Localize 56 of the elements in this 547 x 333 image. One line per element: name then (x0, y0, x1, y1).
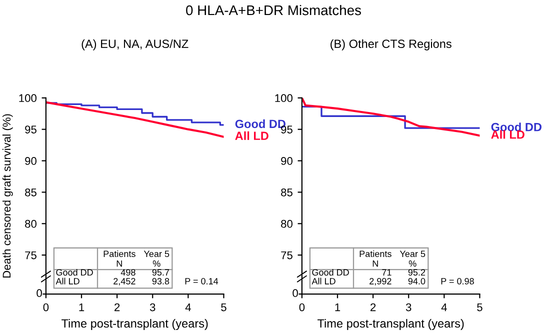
annotation: 94.0 (408, 278, 426, 284)
x-tick-label: 3 (406, 303, 412, 312)
text: 0 (292, 289, 298, 298)
x-tick-label: 3 (150, 303, 156, 312)
annotation: Patients N (360, 250, 392, 267)
x-axis-title: Time post-transplant (years) (62, 318, 208, 330)
x-tick-label: 4 (441, 303, 447, 312)
line-series (302, 98, 480, 137)
series-label: All LD (491, 130, 524, 139)
x-tick-label: 2 (370, 303, 376, 312)
y-tick-label: 95 (281, 126, 292, 134)
line-series (46, 101, 224, 138)
x-axis-title: Time post-transplant (years) (318, 318, 464, 330)
annotation: Year 5 % (400, 250, 426, 267)
y-tick-label: 85 (25, 188, 36, 196)
y-tick-label: 95 (25, 126, 36, 134)
series-label: All LD (235, 131, 268, 140)
y-tick-label: 90 (281, 157, 292, 165)
annotation: 95.2 (408, 269, 426, 276)
annotation: All LD (56, 278, 80, 284)
y-tick-label: 100 (275, 94, 292, 102)
y-tick-label: 90 (25, 157, 36, 165)
y-tick-label: 75 (25, 251, 36, 260)
annotation: 498 (120, 269, 136, 276)
y-tick-label: 75 (281, 251, 292, 260)
series-label: Good DD (491, 122, 542, 132)
x-tick-label: 1 (79, 303, 84, 312)
annotation: P = 0.14 (185, 278, 218, 284)
annotation: Patients N (104, 250, 136, 267)
y-tick-label: 85 (281, 188, 292, 196)
annotation: Good DD (56, 268, 93, 276)
x-tick-label: 5 (477, 303, 482, 312)
x-tick-label: 0 (43, 303, 49, 312)
y-tick-label: 100 (19, 94, 36, 102)
x-tick-label: 2 (114, 303, 120, 312)
annotation: 71 (382, 269, 392, 276)
chart-subtitle: (A) EU, NA, AUS/NZ (82, 39, 188, 50)
annotation: Good DD (312, 268, 349, 276)
x-tick-label: 5 (221, 303, 226, 312)
annotation: Year 5 % (144, 250, 170, 267)
x-tick-label: 1 (335, 303, 340, 312)
text: 0 HLA-A+B+DR Mismatches (186, 4, 361, 16)
annotation: 95.7 (152, 269, 170, 276)
y-axis-title: Death censored graft survival (%) (2, 114, 13, 278)
annotation: 2,992 (370, 278, 392, 286)
chart-subtitle: (B) Other CTS Regions (330, 39, 452, 50)
annotation: 2,452 (114, 278, 136, 286)
x-tick-label: 4 (185, 303, 191, 312)
y-tick-label: 80 (25, 220, 36, 228)
text: 0 (36, 289, 42, 298)
annotation: P = 0.98 (441, 278, 474, 284)
annotation: All LD (312, 278, 336, 284)
series-label: Good DD (235, 119, 286, 128)
annotation: 93.8 (152, 278, 170, 284)
y-tick-label: 80 (281, 220, 292, 228)
x-tick-label: 0 (299, 303, 305, 312)
